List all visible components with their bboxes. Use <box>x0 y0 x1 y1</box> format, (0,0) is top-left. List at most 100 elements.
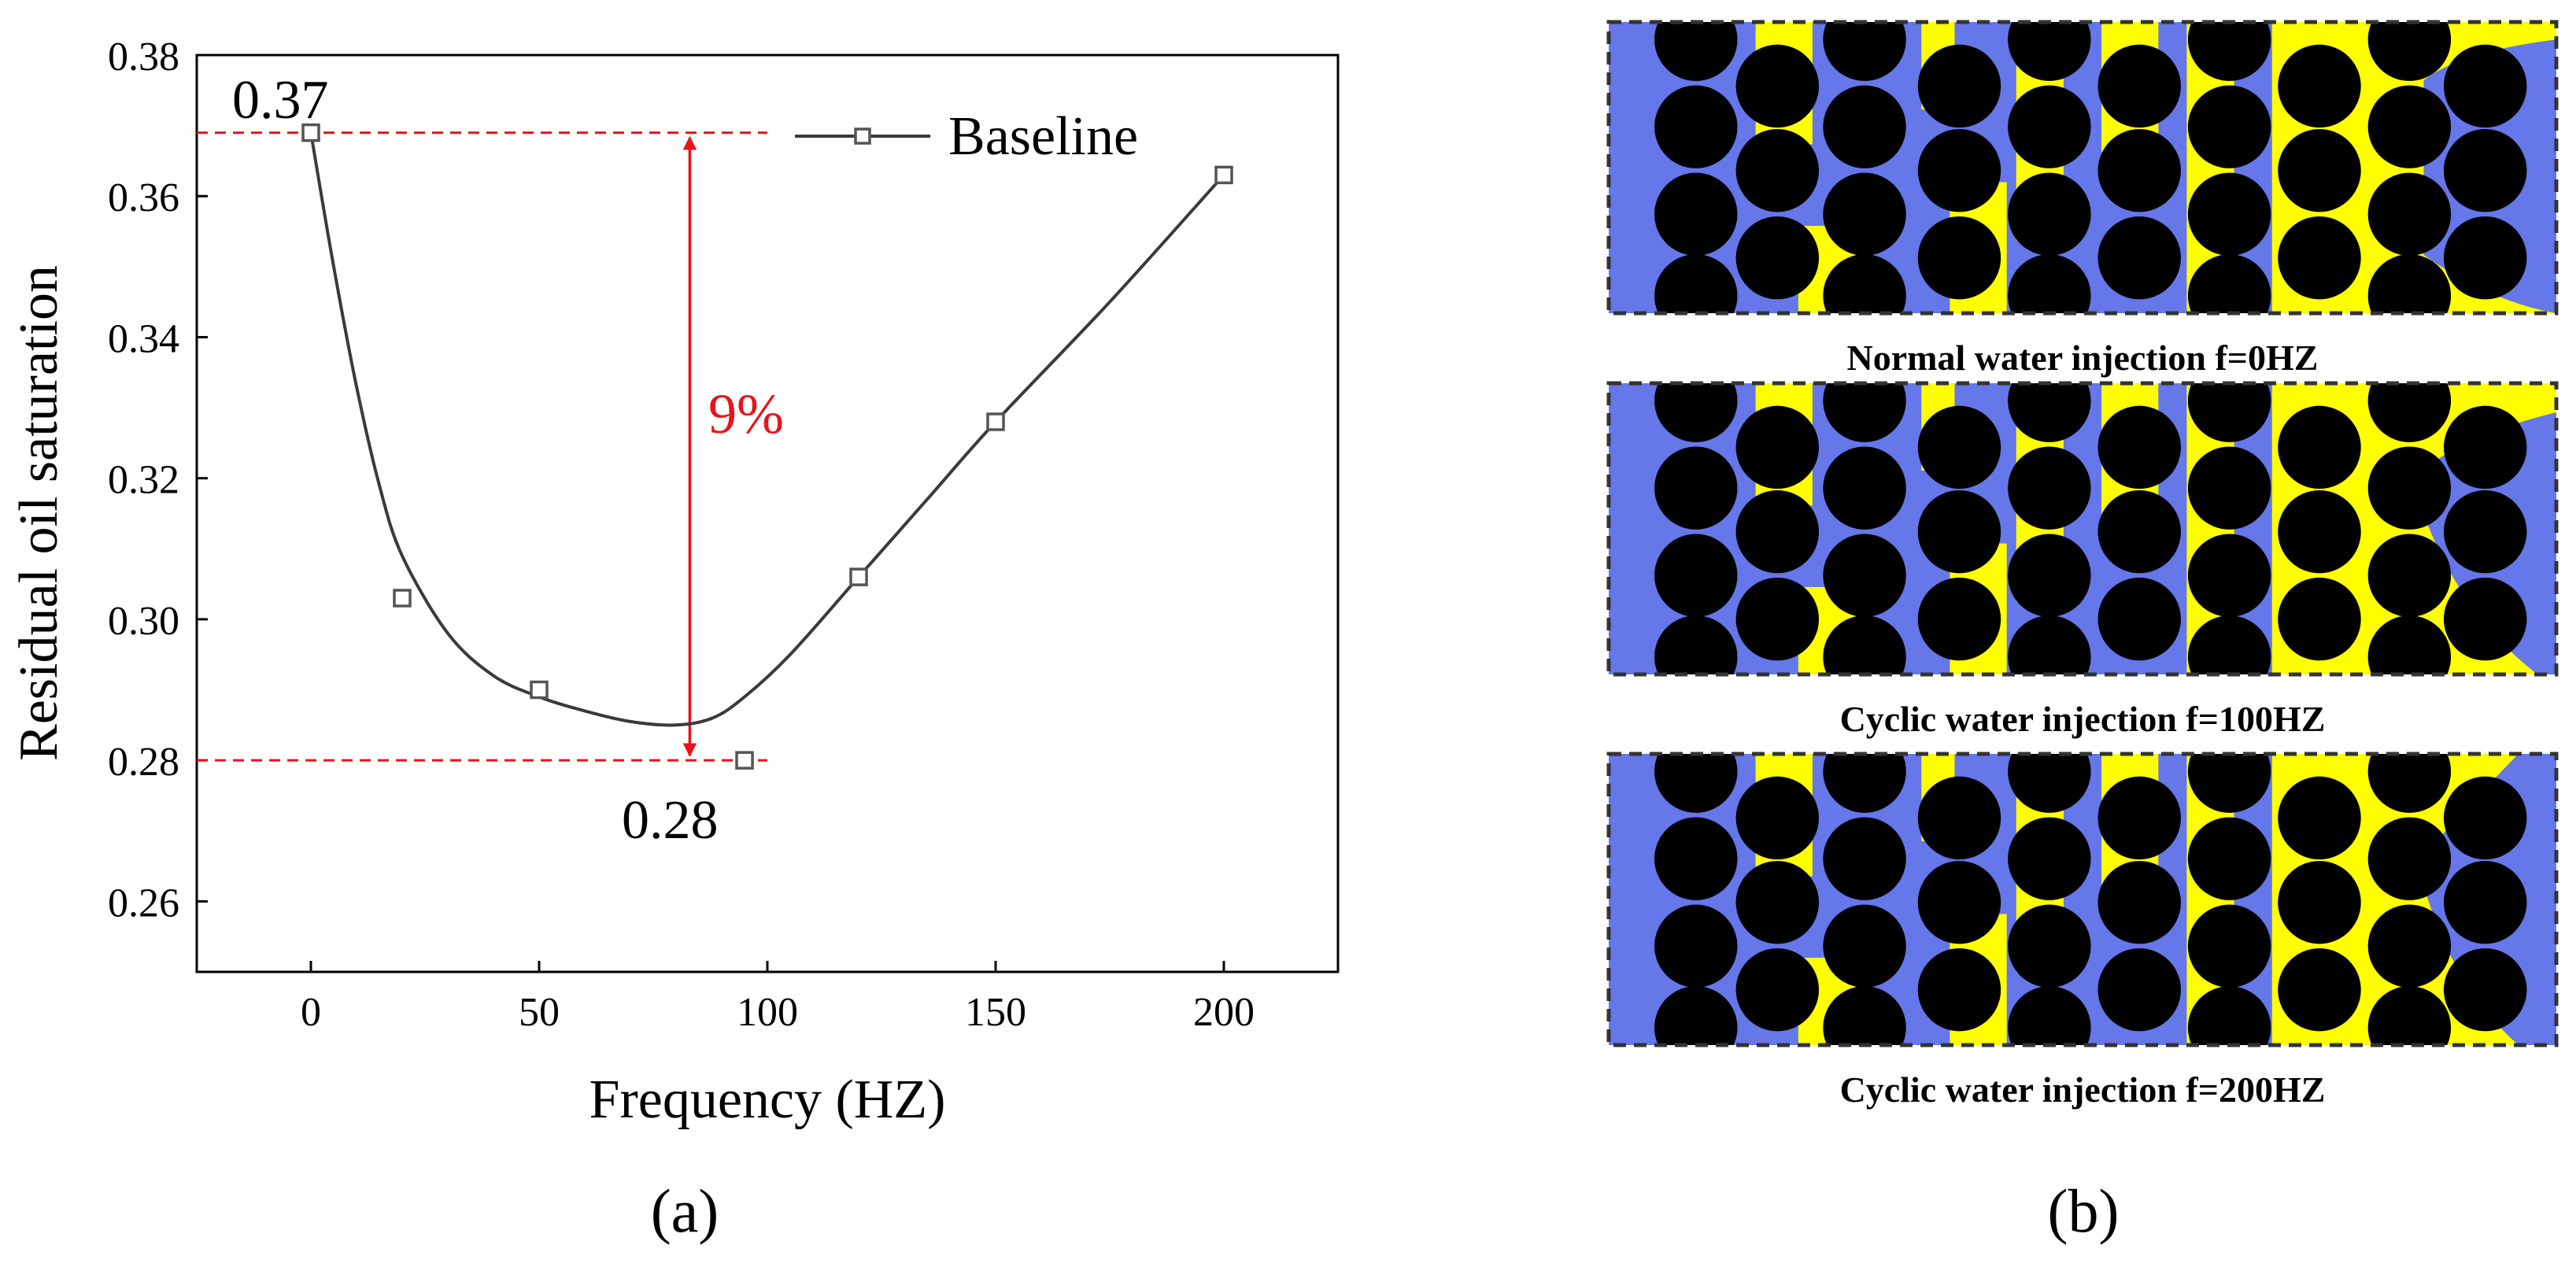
rock-grain <box>2367 254 2452 313</box>
rock-grain <box>1654 446 1738 530</box>
x-axis-title: Frequency (HZ) <box>589 1069 946 1130</box>
upper-value-label: 0.37 <box>232 70 329 131</box>
rock-grain <box>1654 817 1738 900</box>
rock-grain <box>2278 577 2361 661</box>
rock-grain <box>1823 254 1906 313</box>
rock-grain <box>2367 817 2452 900</box>
rock-grain <box>2278 489 2361 574</box>
rock-grain <box>1823 383 1906 442</box>
rock-grain <box>2367 85 2452 168</box>
legend: Baseline <box>795 106 1138 167</box>
rock-grain <box>2008 534 2091 617</box>
rock-grain <box>1823 615 1906 674</box>
rock-grain <box>2278 776 2361 860</box>
rock-grain <box>1735 860 1820 944</box>
rock-grain <box>1654 22 1738 81</box>
rock-grain <box>2443 860 2527 944</box>
rock-grain <box>2367 615 2452 674</box>
rock-grain <box>1735 216 1820 300</box>
data-point-marker <box>735 751 754 770</box>
rock-grain <box>2008 22 2091 81</box>
rock-grain <box>2443 947 2527 1032</box>
x-tick-label: 200 <box>1193 990 1255 1035</box>
rock-grain <box>2367 534 2452 617</box>
data-point-marker <box>849 567 868 586</box>
rock-grain <box>2008 383 2091 442</box>
rock-grain <box>2187 172 2271 256</box>
rock-grain <box>2187 986 2271 1045</box>
snapshot-panel: Cyclic water injection f=200HZ <box>1606 752 2559 1110</box>
rock-grain <box>2008 446 2091 530</box>
data-point-marker <box>1214 165 1233 185</box>
rock-grain <box>2097 44 2181 128</box>
rock-grain <box>1654 754 1738 813</box>
rock-grain <box>1735 128 1820 212</box>
rock-grain <box>2187 85 2271 168</box>
y-tick-label: 0.26 <box>108 881 179 925</box>
rock-grain <box>2008 986 2091 1045</box>
rock-grain <box>1823 22 1906 81</box>
rock-grain <box>2443 577 2527 661</box>
x-axis-ticks: 0 50 100 150 200 <box>301 961 1255 1035</box>
rock-grain <box>2097 577 2181 661</box>
y-tick-label: 0.34 <box>108 316 179 361</box>
x-tick-label: 50 <box>519 990 560 1035</box>
rock-grain <box>2187 383 2271 442</box>
simulation-snapshots: Normal water injection f=0HZ Cyclic water… <box>1606 20 2559 1110</box>
residual-oil-chart: 0.26 0.28 0.30 0.32 0.34 0.36 0.38 0 50 100 150 20… <box>9 35 1340 1130</box>
rock-grain <box>1823 986 1906 1045</box>
rock-grain <box>2097 947 2181 1032</box>
rock-grain <box>2097 489 2181 574</box>
rock-grain <box>2443 44 2527 128</box>
rock-grain <box>1654 383 1738 442</box>
rock-grain <box>2367 754 2452 813</box>
rock-grain <box>2278 128 2361 212</box>
subfigure-label-b: (b) <box>2048 1176 2120 1245</box>
x-tick-label: 100 <box>737 990 798 1035</box>
rock-grain <box>1735 405 1820 489</box>
rock-grain <box>1654 615 1738 674</box>
rock-grain <box>2443 128 2527 212</box>
snapshot-caption: Cyclic water injection f=100HZ <box>1840 699 2326 739</box>
snapshot-frame <box>1606 20 2559 316</box>
y-axis-ticks: 0.26 0.28 0.30 0.32 0.34 0.36 0.38 <box>108 35 208 925</box>
rock-grain <box>2187 754 2271 813</box>
rock-grain <box>2187 904 2271 988</box>
rock-grain <box>2187 446 2271 530</box>
rock-grain <box>1823 85 1906 168</box>
difference-percent-label: 9% <box>708 382 784 445</box>
rock-grain <box>2097 405 2181 489</box>
x-tick-label: 0 <box>301 990 321 1035</box>
rock-grain <box>1654 85 1738 168</box>
subfigure-label-a: (a) <box>651 1176 719 1245</box>
rock-grain <box>2443 489 2527 574</box>
rock-grain <box>2187 817 2271 900</box>
rock-grain <box>2008 254 2091 313</box>
rock-grain <box>2443 405 2527 489</box>
rock-grain <box>2278 44 2361 128</box>
rock-grain <box>1823 904 1906 988</box>
rock-grain <box>2187 534 2271 617</box>
x-tick-label: 150 <box>965 990 1026 1035</box>
rock-grain <box>1735 577 1820 661</box>
rock-grain <box>1917 44 2001 128</box>
legend-entry-baseline: Baseline <box>948 106 1138 167</box>
rock-grain <box>2097 860 2181 944</box>
rock-grain <box>1735 776 1820 860</box>
rock-grain <box>2187 254 2271 313</box>
rock-grain <box>1917 128 2001 212</box>
snapshot-frame <box>1606 752 2559 1047</box>
rock-grain <box>1823 754 1906 813</box>
rock-grain <box>1823 172 1906 256</box>
snapshot-frame <box>1606 381 2559 677</box>
rock-grain <box>1917 405 2001 489</box>
legend-marker-sample <box>854 127 871 145</box>
plot-frame <box>195 54 1340 973</box>
rock-grain <box>1917 947 2001 1032</box>
rock-grain <box>2278 405 2361 489</box>
rock-grain <box>2367 446 2452 530</box>
rock-grain <box>1735 44 1820 128</box>
y-tick-label: 0.28 <box>108 740 179 785</box>
rock-grain <box>2097 776 2181 860</box>
data-point-marker <box>301 123 320 142</box>
